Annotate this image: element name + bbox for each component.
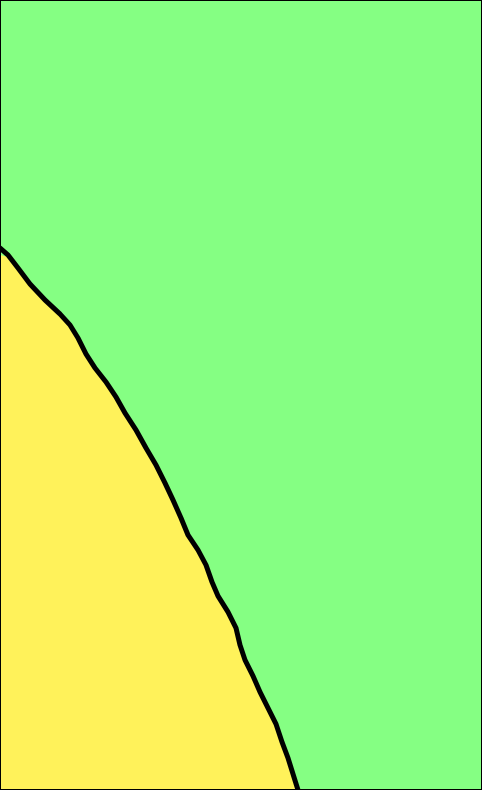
region-border — [0, 245, 301, 790]
yellow-region — [0, 255, 298, 790]
